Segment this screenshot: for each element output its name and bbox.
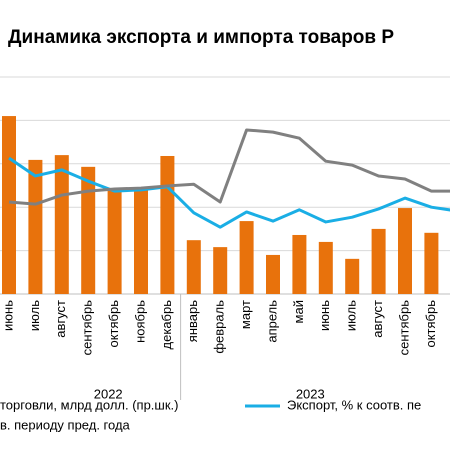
group-label: 2023 [296, 386, 325, 401]
bar [81, 166, 96, 294]
line [8, 128, 450, 206]
x-tick-label: июль [344, 300, 359, 331]
x-tick-label: октябрь [106, 300, 121, 348]
bar [134, 189, 148, 294]
x-tick-label: октябрь [423, 300, 438, 348]
x-tick-label: август [370, 300, 385, 338]
group-label: 2022 [94, 386, 123, 401]
bar [292, 234, 307, 294]
legend-label: в. периоду пред. года [0, 417, 131, 432]
x-tick-label: сентябрь [80, 300, 95, 356]
bar [266, 254, 280, 294]
x-tick-label: июль [27, 300, 42, 331]
bar [398, 208, 412, 294]
bar [371, 228, 386, 294]
legend-label: Экспорт, % к соотв. пе [287, 397, 421, 412]
bar [239, 221, 254, 294]
bar [424, 232, 439, 294]
bar [318, 241, 333, 294]
bar [28, 159, 43, 294]
bar [107, 188, 122, 294]
bar [186, 240, 201, 294]
bar [2, 116, 16, 294]
chart-title: Динамика экспорта и импорта товаров Р [8, 27, 394, 48]
x-tick-label: декабрь [159, 300, 174, 350]
x-tick-label: сентябрь [396, 300, 411, 356]
x-tick-label: июнь [0, 300, 15, 331]
x-tick-label: август [53, 300, 68, 338]
line [8, 156, 450, 229]
x-tick-label: июнь [317, 300, 332, 331]
x-tick-label: ноябрь [132, 300, 147, 343]
x-tick-label: март [238, 300, 253, 329]
bar [213, 247, 228, 294]
bar [54, 155, 69, 294]
x-tick-label: февраль [212, 300, 227, 354]
x-tick-label: январь [185, 300, 200, 342]
bar [160, 155, 175, 294]
bar [345, 258, 360, 294]
legend-label: торговли, млрд долл. (пр.шк.) [0, 397, 178, 412]
x-tick-label: май [291, 300, 306, 323]
x-tick-label: апрель [264, 300, 279, 343]
